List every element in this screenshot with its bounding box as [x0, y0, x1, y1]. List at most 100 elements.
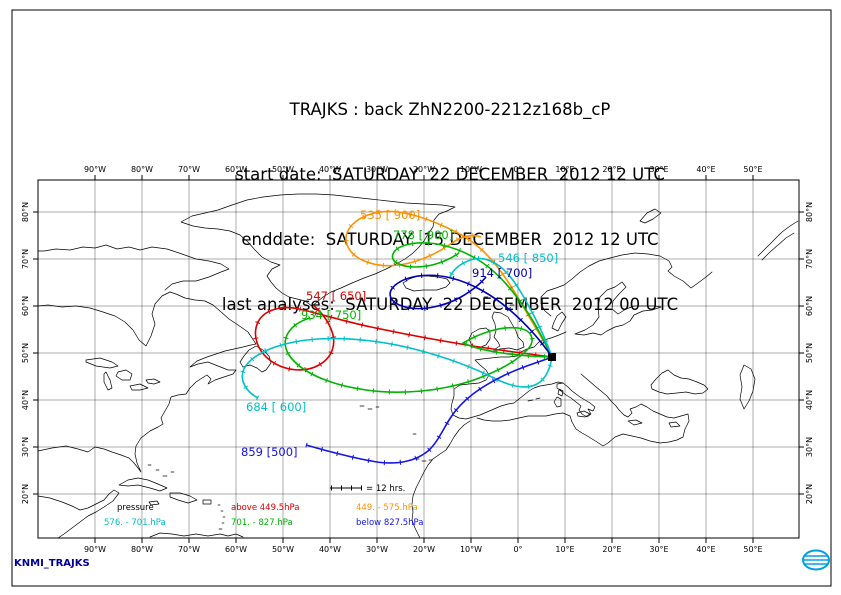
lon-label-bottom: 30°W	[366, 545, 388, 554]
last-analyses-line: last analyses: SATURDAY 22 DECEMBER 2012…	[221, 295, 679, 314]
trajectory-ticks-750	[282, 315, 553, 395]
lon-label-top: 70°W	[178, 165, 200, 174]
trajectories-layer	[239, 209, 555, 466]
lon-label-bottom: 70°W	[178, 545, 200, 554]
coastline-norway	[540, 252, 713, 317]
trajectory-path-650	[254, 304, 553, 371]
map-frame	[37, 179, 800, 539]
legend-entry-701-827: 701. - 827.hPa	[231, 518, 293, 528]
lon-label-bottom: 50°W	[272, 545, 294, 554]
legend-entry-above: above 449.5hPa	[231, 503, 299, 513]
coastlines	[37, 193, 799, 539]
coastline-turkey-levant-africa	[411, 403, 690, 539]
interval-label: = 12 hrs.	[366, 484, 405, 494]
lon-label-top: 80°W	[131, 165, 153, 174]
faroe-shetland-islands	[483, 296, 515, 306]
coastline-hudson-bay	[37, 291, 171, 347]
coastline-central-america	[37, 489, 120, 539]
frame-ticks	[33, 175, 804, 543]
plot-title: TRAJKS : back ZhN2200-2212z168b_cP	[289, 100, 611, 119]
coastline-ireland	[468, 327, 491, 349]
legend-entry-449-575: 449. - 575.hPa	[356, 503, 418, 513]
lat-label-right: 40°N	[805, 390, 814, 410]
lat-label-right: 80°N	[805, 202, 814, 222]
lon-label-top: 40°W	[319, 165, 341, 174]
lon-label-bottom: 80°W	[131, 545, 153, 554]
legend-entry-below: below 827.5hPa	[356, 518, 424, 528]
coastline-italy	[527, 382, 596, 418]
trajectory-label-500: 859 [500]	[241, 445, 298, 459]
coastline-north-america	[37, 291, 257, 473]
origin-marker	[548, 353, 556, 361]
trajectory-label-900b: 778 [ 900]	[393, 228, 453, 242]
lon-label-bottom: 50°E	[743, 545, 762, 554]
lat-label-right: 70°N	[805, 249, 814, 269]
lon-label-top: 20°W	[413, 165, 435, 174]
lat-label-right: 60°N	[805, 296, 814, 316]
trajectory-label-600: 684 [ 600]	[246, 400, 306, 414]
lon-label-bottom: 10°W	[460, 545, 482, 554]
lon-label-top: 50°W	[272, 165, 294, 174]
coastline-baffin-arctic	[37, 244, 230, 291]
trajectory-label-750: 934 [ 750]	[301, 308, 361, 322]
start-date-line: start date: SATURDAY 22 DECEMBER 2012 12…	[235, 165, 665, 184]
lon-label-top: 20°E	[602, 165, 621, 174]
coastline-britain	[491, 311, 525, 353]
trajectory-label-850: 546 [ 850]	[498, 251, 558, 265]
lon-label-top: 90°W	[84, 165, 106, 174]
trajectory-path-500	[305, 356, 553, 464]
lon-label-top: 0°	[513, 165, 522, 174]
lat-label-right: 50°N	[805, 343, 814, 363]
trajectory-ticks-650	[253, 303, 553, 373]
lat-label-left: 50°N	[21, 343, 30, 363]
ecmwf-logo-icon	[802, 549, 830, 571]
trajectory-ticks-900a	[343, 209, 555, 359]
svalbard-novaya-zemlya	[639, 208, 799, 261]
page-border	[11, 9, 832, 587]
lon-label-top: 40°E	[696, 165, 715, 174]
lon-label-bottom: 90°W	[84, 545, 106, 554]
lon-label-top: 60°W	[225, 165, 247, 174]
caribbean-islands	[118, 464, 226, 530]
credit-text: KNMI_TRAJKS	[14, 558, 90, 569]
lat-label-left: 40°N	[21, 390, 30, 410]
lon-label-bottom: 60°W	[225, 545, 247, 554]
lon-label-top: 10°E	[555, 165, 574, 174]
lat-label-right: 20°N	[805, 484, 814, 504]
lon-label-top: 50°E	[743, 165, 762, 174]
lat-label-right: 30°N	[805, 437, 814, 457]
coastline-baltic	[574, 281, 662, 336]
lon-label-top: 10°W	[460, 165, 482, 174]
coastline-south-america	[149, 532, 244, 538]
lat-label-left: 70°N	[21, 249, 30, 269]
lon-label-bottom: 20°W	[413, 545, 435, 554]
lat-label-left: 20°N	[21, 484, 30, 504]
atlantic-islands	[359, 405, 433, 462]
lon-label-bottom: 20°E	[602, 545, 621, 554]
black-sea	[650, 369, 709, 395]
plot-header: TRAJKS : back ZhN2200-2212z168b_cP start…	[60, 58, 840, 356]
crete-cyprus	[627, 419, 681, 428]
lon-label-top: 30°E	[649, 165, 668, 174]
lon-label-top: 30°W	[366, 165, 388, 174]
trajectory-path-600	[241, 337, 553, 399]
lon-label-bottom: 40°W	[319, 545, 341, 554]
coastline-newfoundland	[239, 345, 272, 373]
coastline-balkans-greece	[580, 373, 642, 418]
lat-label-left: 80°N	[21, 202, 30, 222]
legend: = 12 hrs. pressure above 449.5hPa 449. -…	[104, 484, 424, 528]
lon-label-bottom: 40°E	[696, 545, 715, 554]
caspian-sea	[739, 364, 756, 410]
coastline-denmark	[551, 311, 567, 332]
lon-label-bottom: 30°E	[649, 545, 668, 554]
lat-label-left: 30°N	[21, 437, 30, 457]
lat-label-left: 60°N	[21, 296, 30, 316]
trajectory-ticks-850	[447, 256, 555, 358]
trajectory-label-900a: 535 [ 900]	[360, 208, 420, 222]
great-lakes	[85, 357, 161, 391]
legend-entry-576-701: 576. - 701.hPa	[104, 518, 166, 528]
trajectory-label-650: 547 [ 650]	[306, 289, 366, 303]
lon-label-bottom: 0°	[513, 545, 522, 554]
trajectory-path-750	[284, 317, 553, 393]
